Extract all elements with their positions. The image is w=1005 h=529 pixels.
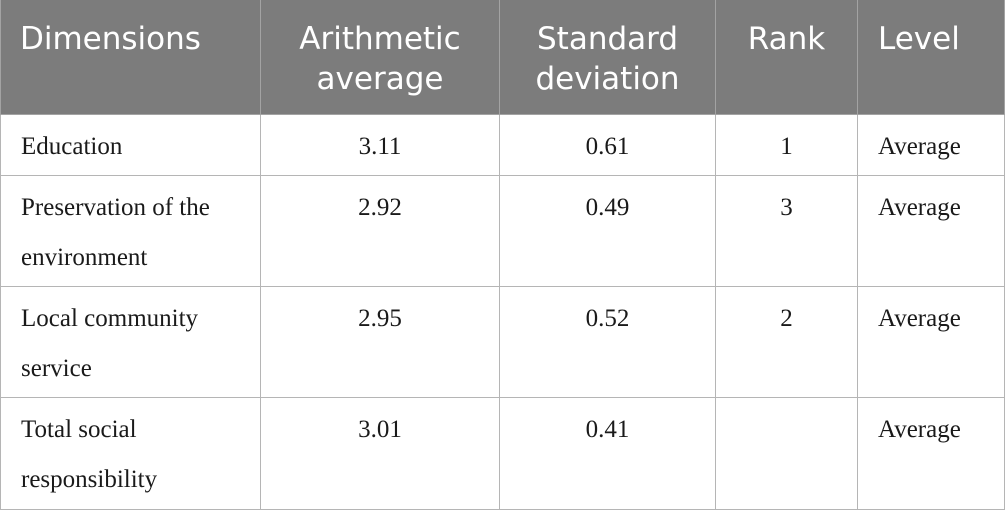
header-row: Dimensions Arithmetic average Standard d… bbox=[0, 0, 1005, 115]
cell-rank: 1 bbox=[715, 113, 858, 176]
cell-level: Average bbox=[857, 396, 1005, 510]
cell-standard-deviation: 0.41 bbox=[499, 396, 716, 510]
results-table: Dimensions Arithmetic average Standard d… bbox=[0, 0, 1005, 510]
cell-level: Average bbox=[857, 285, 1005, 398]
table-row: Education 3.11 0.61 1 Average bbox=[0, 113, 1005, 176]
cell-rank: 2 bbox=[715, 285, 858, 398]
cell-dimension: Total social responsibility bbox=[0, 396, 261, 510]
cell-arithmetic-average: 3.11 bbox=[260, 113, 500, 176]
cell-rank: 3 bbox=[715, 174, 858, 287]
cell-standard-deviation: 0.52 bbox=[499, 285, 716, 398]
header-dimensions: Dimensions bbox=[0, 0, 261, 115]
cell-level: Average bbox=[857, 113, 1005, 176]
cell-standard-deviation: 0.61 bbox=[499, 113, 716, 176]
cell-standard-deviation: 0.49 bbox=[499, 174, 716, 287]
cell-arithmetic-average: 2.95 bbox=[260, 285, 500, 398]
header-level: Level bbox=[857, 0, 1005, 115]
cell-dimension: Local community service bbox=[0, 285, 261, 398]
cell-level: Average bbox=[857, 174, 1005, 287]
table-row: Total social responsibility 3.01 0.41 Av… bbox=[0, 396, 1005, 510]
table-header: Dimensions Arithmetic average Standard d… bbox=[0, 0, 1005, 115]
cell-dimension: Education bbox=[0, 113, 261, 176]
cell-rank bbox=[715, 396, 858, 510]
table-body: Education 3.11 0.61 1 Average Preservati… bbox=[0, 113, 1005, 510]
cell-arithmetic-average: 3.01 bbox=[260, 396, 500, 510]
header-rank: Rank bbox=[715, 0, 858, 115]
table-row: Preservation of the environment 2.92 0.4… bbox=[0, 174, 1005, 287]
cell-arithmetic-average: 2.92 bbox=[260, 174, 500, 287]
cell-dimension: Preservation of the environment bbox=[0, 174, 261, 287]
header-arithmetic-average: Arithmetic average bbox=[260, 0, 500, 115]
header-standard-deviation: Standard deviation bbox=[499, 0, 716, 115]
table-row: Local community service 2.95 0.52 2 Aver… bbox=[0, 285, 1005, 398]
